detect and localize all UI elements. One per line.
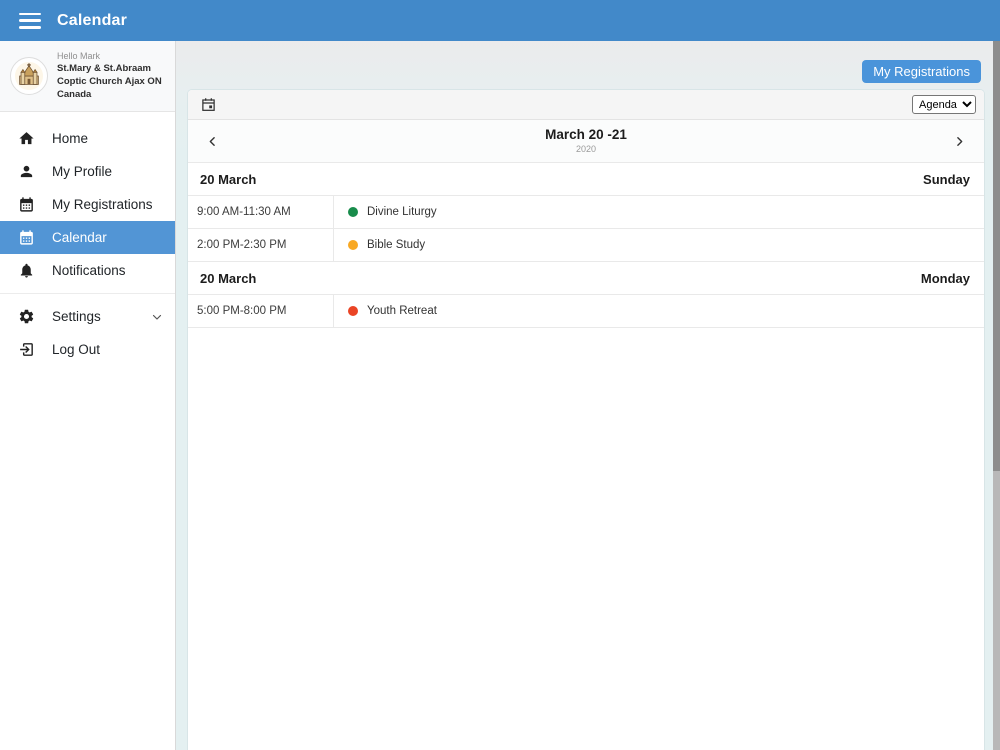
sidebar-item-my-profile[interactable]: My Profile [0, 155, 175, 188]
date-range-year: 2020 [575, 144, 596, 155]
bell-icon [18, 262, 35, 279]
agenda-event-row[interactable]: 2:00 PM-2:30 PM Bible Study [188, 229, 984, 262]
event-time: 9:00 AM-11:30 AM [188, 196, 334, 228]
event-color-dot [348, 207, 358, 217]
main-content: My Registrations Agenda [176, 41, 1000, 750]
event-title: Bible Study [367, 239, 426, 251]
home-icon [18, 130, 35, 147]
sidebar: Hello Mark St.Mary & St.Abraam Coptic Ch… [0, 41, 176, 750]
event-color-dot [348, 306, 358, 316]
sidebar-item-home[interactable]: Home [0, 122, 175, 155]
chevron-right-icon [957, 136, 963, 146]
agenda-list: 20 March Sunday 9:00 AM-11:30 AM Divine … [188, 163, 984, 328]
agenda-section: 20 March Monday 5:00 PM-8:00 PM Youth Re… [188, 262, 984, 328]
gear-icon [18, 308, 35, 325]
datepicker-button[interactable] [199, 95, 218, 114]
agenda-day-header: 20 March Sunday [188, 163, 984, 196]
calendar-today-icon [202, 98, 215, 111]
sidebar-item-log-out[interactable]: Log Out [0, 333, 175, 366]
agenda-empty-area [188, 328, 984, 750]
agenda-event-row[interactable]: 5:00 PM-8:00 PM Youth Retreat [188, 295, 984, 328]
event-time: 5:00 PM-8:00 PM [188, 295, 334, 327]
chevron-left-icon [209, 136, 215, 146]
event-title: Youth Retreat [367, 305, 437, 317]
agenda-day-header: 20 March Monday [188, 262, 984, 295]
main-header: My Registrations [176, 41, 1000, 89]
hamburger-menu-icon[interactable] [19, 12, 41, 29]
sidebar-item-my-registrations[interactable]: My Registrations [0, 188, 175, 221]
sidebar-divider [0, 293, 175, 295]
sidebar-item-settings[interactable]: Settings [0, 300, 175, 333]
date-navigation: March 20 -21 2020 [188, 120, 984, 163]
next-period-button[interactable] [949, 131, 970, 152]
sidebar-item-calendar[interactable]: Calendar [0, 221, 175, 255]
calendar-card: Agenda March 20 -21 2020 20 March Sunday [187, 89, 985, 750]
chevron-down-icon [151, 311, 163, 323]
user-greeting: Hello Mark [57, 51, 101, 61]
event-time: 2:00 PM-2:30 PM [188, 229, 334, 261]
agenda-weekday-label: Sunday [923, 171, 970, 187]
agenda-date-label: 20 March [200, 270, 257, 286]
logout-icon [18, 341, 35, 358]
vertical-scrollbar [993, 41, 1000, 750]
date-range-display: March 20 -21 2020 [545, 127, 627, 155]
agenda-weekday-label: Monday [920, 270, 970, 286]
calendar-icon [18, 229, 35, 246]
event-title: Divine Liturgy [367, 206, 437, 218]
calendar-toolbar: Agenda [188, 90, 984, 120]
date-range-title: March 20 -21 [545, 127, 627, 142]
scrollbar-thumb[interactable] [993, 41, 1000, 471]
top-app-bar: Calendar [0, 0, 1000, 41]
my-registrations-button[interactable]: My Registrations [862, 60, 981, 83]
agenda-date-label: 20 March [200, 171, 257, 187]
church-logo-avatar [10, 57, 48, 96]
calendar-icon [18, 196, 35, 213]
person-icon [18, 163, 35, 180]
prev-period-button[interactable] [202, 131, 223, 152]
sidebar-item-notifications[interactable]: Notifications [0, 254, 175, 287]
agenda-event-row[interactable]: 9:00 AM-11:30 AM Divine Liturgy [188, 196, 984, 229]
user-profile-box: Hello Mark St.Mary & St.Abraam Coptic Ch… [0, 41, 175, 113]
app-title: Calendar [57, 11, 128, 29]
church-name: St.Mary & St.Abraam Coptic Church Ajax O… [57, 63, 162, 100]
sidebar-nav: Home My Profile My Registrations Calenda… [0, 112, 175, 366]
agenda-section: 20 March Sunday 9:00 AM-11:30 AM Divine … [188, 163, 984, 262]
event-color-dot [348, 240, 358, 250]
view-mode-select[interactable]: Agenda [912, 95, 976, 114]
